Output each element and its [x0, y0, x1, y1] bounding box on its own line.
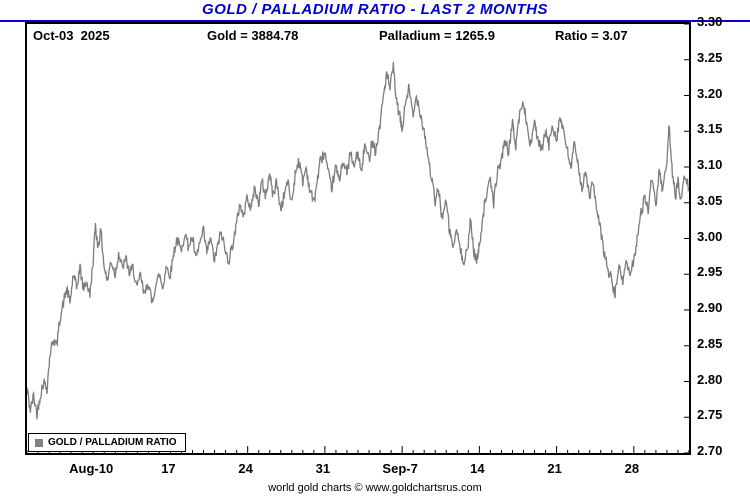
legend-swatch-icon — [35, 438, 43, 447]
y-axis-tick-label: 3.20 — [697, 85, 723, 101]
x-axis-tick-label: 24 — [238, 461, 253, 476]
legend: GOLD / PALLADIUM RATIO — [28, 433, 186, 452]
x-axis-tick-label: 31 — [315, 461, 331, 476]
y-axis-tick-label: 2.85 — [697, 335, 723, 351]
y-axis-tick-label: 3.00 — [697, 228, 723, 244]
y-axis-tick-label: 3.15 — [697, 121, 723, 137]
footer-credit: world gold charts © www.goldchartsrus.co… — [268, 482, 482, 494]
x-axis-tick-label: 14 — [470, 461, 485, 476]
y-axis-tick-label: 2.90 — [697, 300, 723, 315]
y-axis-tick-label: 3.10 — [697, 157, 723, 172]
y-axis-tick-label: 2.80 — [697, 371, 723, 387]
y-axis-tick-label: 3.25 — [697, 49, 723, 65]
y-axis-tick-label: 2.70 — [697, 443, 723, 458]
axis-ticks — [27, 24, 689, 453]
plot-area: Oct-03 2025 Gold = 3884.78 Palladium = 1… — [25, 22, 691, 455]
ratio-line-plot — [27, 24, 689, 453]
chart-title: GOLD / PALLADIUM RATIO - LAST 2 MONTHS — [0, 0, 750, 22]
x-axis-tick-label: 28 — [624, 461, 640, 476]
header-gold-price: Gold = 3884.78 — [207, 28, 299, 43]
x-axis-tick-label: 17 — [161, 461, 176, 476]
header-ratio-value: Ratio = 3.07 — [555, 28, 628, 43]
ratio-line — [27, 62, 689, 420]
x-axis-tick-label: Aug-10 — [69, 461, 114, 476]
y-axis-tick-label: 3.30 — [697, 14, 723, 29]
y-axis-tick-label: 3.05 — [697, 192, 723, 208]
header-palladium-price: Palladium = 1265.9 — [379, 28, 495, 43]
y-axis-tick-label: 2.95 — [697, 264, 723, 280]
y-axis-tick-label: 2.75 — [697, 407, 723, 423]
x-axis-tick-label: 21 — [547, 461, 562, 476]
x-axis-tick-label: Sep-7 — [382, 461, 418, 476]
header-date: Oct-03 2025 — [33, 28, 110, 43]
legend-label: GOLD / PALLADIUM RATIO — [48, 437, 177, 448]
